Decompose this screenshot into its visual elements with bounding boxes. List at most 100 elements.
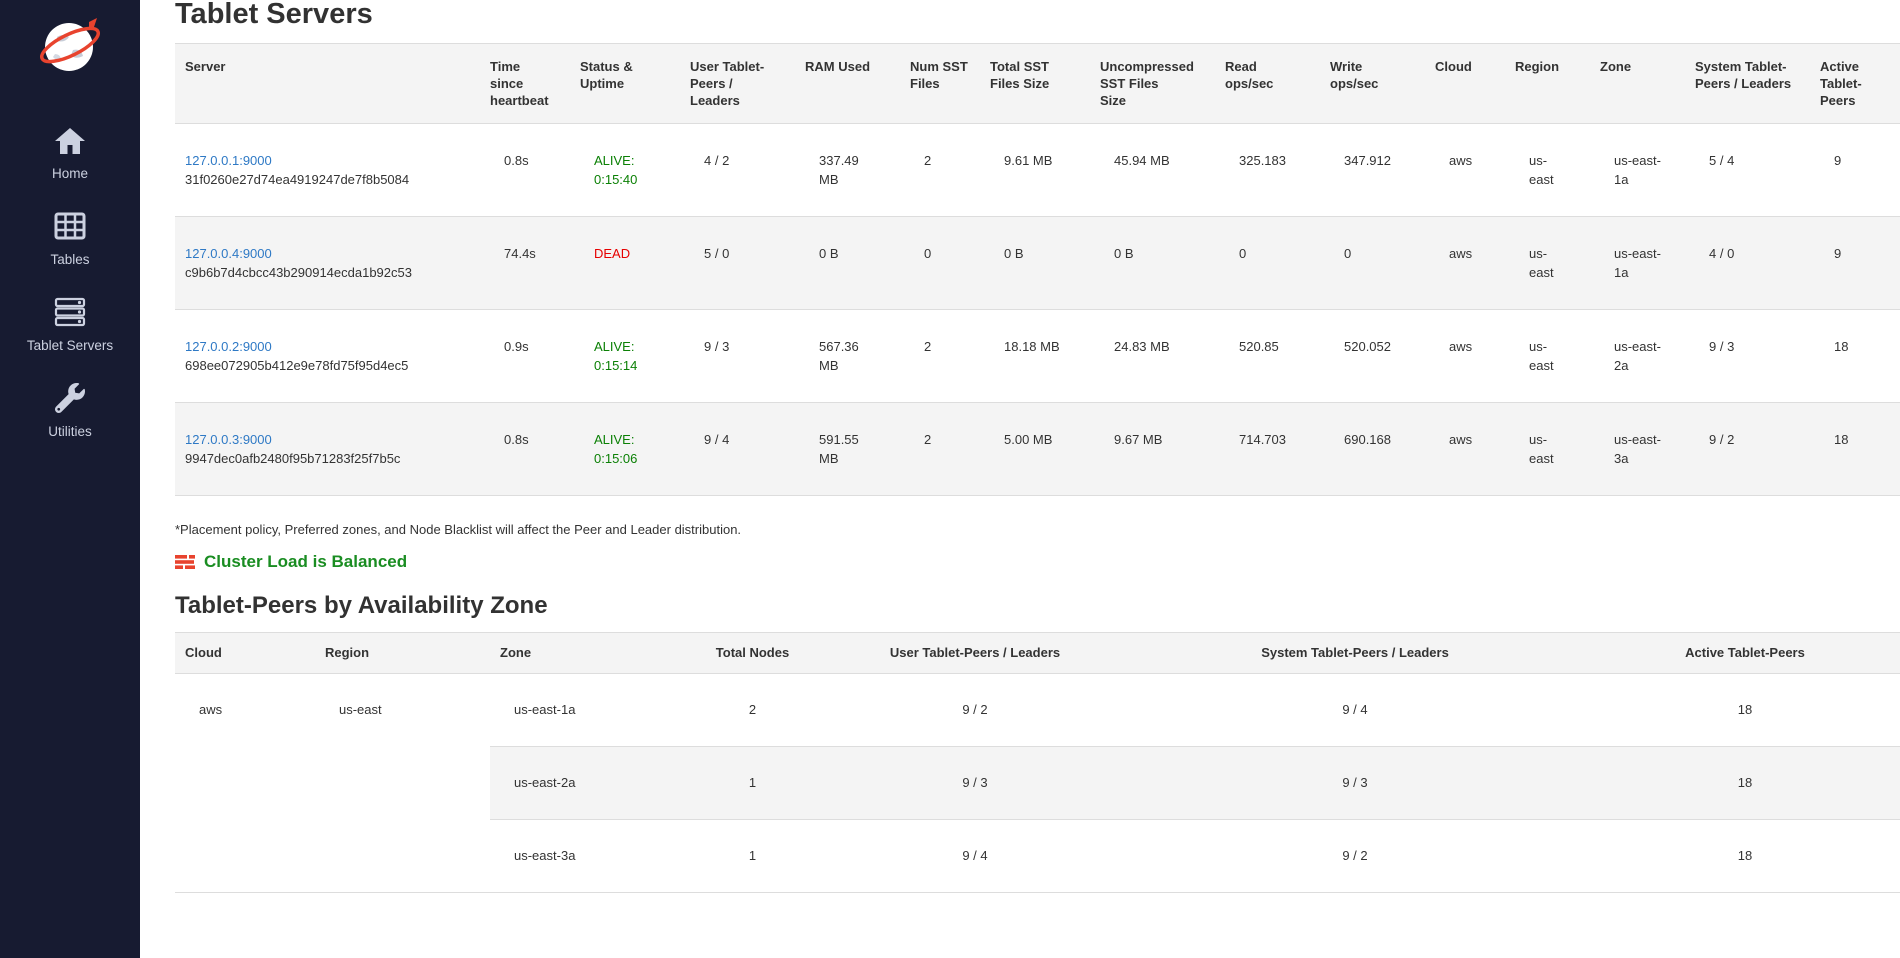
col-total-nodes: Total Nodes [675, 632, 830, 674]
status-badge: DEAD [594, 246, 631, 261]
col-zone: Zone [490, 632, 675, 674]
cell-region: us-east [1505, 123, 1590, 217]
tserver-link[interactable]: 127.0.0.3:9000 [185, 432, 272, 447]
cell-active-peers: 18 [1590, 819, 1900, 893]
cell-system-peers: 9 / 2 [1685, 402, 1810, 496]
sidebar-item-utilities[interactable]: Utilities [48, 383, 92, 439]
cell-system-peers: 5 / 4 [1685, 123, 1810, 217]
cell-cloud: aws [1425, 402, 1505, 496]
cell-uncompressed-sst: 0 B [1090, 216, 1215, 310]
cell-total-sst: 5.00 MB [980, 402, 1090, 496]
tables-grid-icon [53, 211, 87, 245]
cell-read-ops: 325.183 [1215, 123, 1320, 217]
col-active-peers: Active Tablet-Peers [1590, 632, 1900, 674]
cell-total-nodes: 1 [675, 746, 830, 820]
yugabyte-logo[interactable] [37, 12, 103, 83]
cell-system-peers: 9 / 3 [1685, 309, 1810, 403]
wrench-icon [54, 383, 85, 417]
az-row: aws us-east us-east-1a 2 9 / 2 9 / 4 18 [175, 673, 1900, 893]
col-write-ops: Write ops/sec [1320, 43, 1425, 124]
cell-region: us-east [1505, 402, 1590, 496]
cell-user-peers: 5 / 0 [680, 216, 795, 310]
cell-uncompressed-sst: 24.83 MB [1090, 309, 1215, 403]
col-system-peers: System Tablet-Peers / Leaders [1120, 632, 1590, 674]
cell-server: 127.0.0.2:9000 698ee072905b412e9e78fd75f… [175, 309, 480, 403]
cell-active-peers: 18 [1810, 309, 1900, 403]
col-total-sst: Total SST Files Size [980, 43, 1090, 124]
placement-policy-note: *Placement policy, Preferred zones, and … [175, 522, 742, 537]
az-peers-table: Cloud Region Zone Total Nodes User Table… [175, 632, 1900, 893]
cell-system-peers: 9 / 2 [1120, 819, 1590, 893]
server-stack-icon [53, 297, 87, 331]
az-row: us-east-2a 1 9 / 3 9 / 3 18 [175, 746, 1900, 820]
cell-zone: us-east-1a [1590, 216, 1685, 310]
cell-heartbeat: 0.8s [480, 402, 570, 496]
cell-server: 127.0.0.3:9000 9947dec0afb2480f95b71283f… [175, 402, 480, 496]
cell-total-sst: 18.18 MB [980, 309, 1090, 403]
tserver-link[interactable]: 127.0.0.2:9000 [185, 339, 272, 354]
cell-zone: us-east-3a [490, 819, 675, 893]
cell-user-peers: 4 / 2 [680, 123, 795, 217]
cell-status: ALIVE: 0:15:14 [570, 309, 680, 403]
status-badge: ALIVE: 0:15:14 [594, 339, 638, 373]
tserver-row: 127.0.0.1:9000 31f0260e27d74ea4919247de7… [175, 123, 1900, 217]
col-status-uptime: Status & Uptime [570, 43, 680, 124]
cell-num-sst: 2 [900, 123, 980, 217]
sidebar-item-label: Tablet Servers [26, 338, 114, 353]
load-balance-tasks-icon [175, 554, 195, 570]
tserver-link[interactable]: 127.0.0.1:9000 [185, 153, 272, 168]
sidebar-item-tables[interactable]: Tables [50, 211, 90, 267]
cell-cloud: aws [1425, 123, 1505, 217]
az-section-title: Tablet-Peers by Availability Zone [175, 592, 548, 619]
cell-read-ops: 520.85 [1215, 309, 1320, 403]
status-badge: ALIVE: 0:15:40 [594, 153, 638, 187]
sidebar-item-tablet-servers[interactable]: Tablet Servers [27, 297, 113, 353]
cell-region: us-east [1505, 216, 1590, 310]
tserver-row: 127.0.0.2:9000 698ee072905b412e9e78fd75f… [175, 309, 1900, 403]
cell-zone: us-east-3a [1590, 402, 1685, 496]
cell-num-sst: 2 [900, 309, 980, 403]
tserver-link[interactable]: 127.0.0.4:9000 [185, 246, 272, 261]
cell-total-sst: 0 B [980, 216, 1090, 310]
cell-ram-used: 0 B [795, 216, 900, 310]
cell-user-peers: 9 / 2 [830, 673, 1120, 747]
cluster-load-status: Cluster Load is Balanced [175, 552, 1900, 572]
planet-rocket-logo-icon [40, 18, 100, 71]
cell-total-sst: 9.61 MB [980, 123, 1090, 217]
servers-header-row: Server Time since heartbeat Status & Upt… [175, 43, 1900, 124]
cell-active-peers: 18 [1810, 402, 1900, 496]
tserver-row: 127.0.0.3:9000 9947dec0afb2480f95b71283f… [175, 402, 1900, 496]
col-user-peers: User Tablet-Peers / Leaders [830, 632, 1120, 674]
col-server: Server [175, 43, 480, 124]
cell-zone: us-east-1a [1590, 123, 1685, 217]
cell-zone: us-east-2a [1590, 309, 1685, 403]
cell-status: ALIVE: 0:15:40 [570, 123, 680, 217]
cell-cloud: aws [175, 673, 315, 893]
az-row: us-east-3a 1 9 / 4 9 / 2 18 [175, 819, 1900, 893]
cell-heartbeat: 74.4s [480, 216, 570, 310]
cell-user-peers: 9 / 3 [830, 746, 1120, 820]
cell-num-sst: 2 [900, 402, 980, 496]
col-heartbeat: Time since heartbeat [480, 43, 570, 124]
cell-uncompressed-sst: 45.94 MB [1090, 123, 1215, 217]
tserver-uuid: 9947dec0afb2480f95b71283f25f7b5c [185, 451, 401, 466]
sidebar-item-home[interactable]: Home [52, 125, 88, 181]
cell-region: us-east [1505, 309, 1590, 403]
cell-active-peers: 18 [1590, 673, 1900, 747]
cell-user-peers: 9 / 3 [680, 309, 795, 403]
col-region: Region [1505, 43, 1590, 124]
page-title: Tablet Servers [175, 0, 373, 30]
cell-heartbeat: 0.8s [480, 123, 570, 217]
sidebar-item-label: Tables [50, 252, 90, 267]
cell-ram-used: 567.36 MB [795, 309, 900, 403]
sidebar: Home Tables Tablet Servers [0, 0, 140, 958]
cell-total-nodes: 1 [675, 819, 830, 893]
tablet-servers-table: Server Time since heartbeat Status & Upt… [175, 43, 1900, 496]
cell-status: DEAD [570, 216, 680, 310]
tserver-uuid: c9b6b7d4cbcc43b290914ecda1b92c53 [185, 265, 412, 280]
col-read-ops: Read ops/sec [1215, 43, 1320, 124]
tserver-uuid: 698ee072905b412e9e78fd75f95d4ec5 [185, 358, 409, 373]
cluster-load-status-text: Cluster Load is Balanced [204, 552, 408, 571]
cell-write-ops: 0 [1320, 216, 1425, 310]
cell-active-peers: 18 [1590, 746, 1900, 820]
